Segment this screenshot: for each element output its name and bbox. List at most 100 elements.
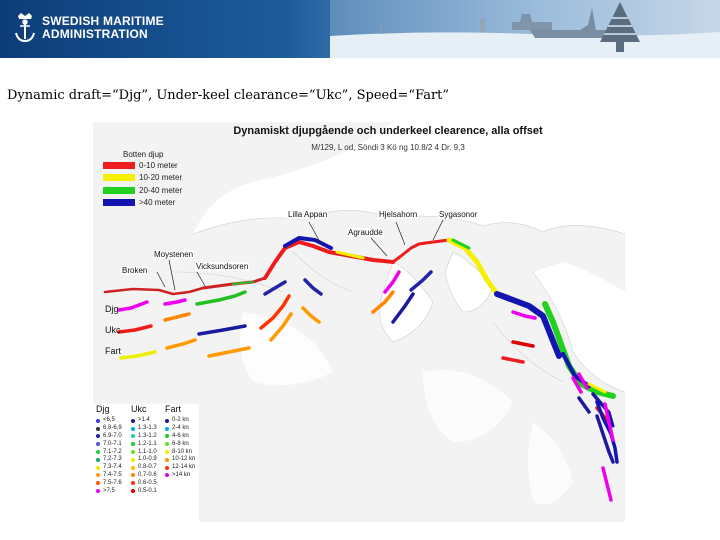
legend-column-ukc-title: Ukc	[131, 404, 147, 414]
legend-ukc-dot	[131, 426, 135, 431]
legend-ukc-item: 0.7-0.6	[131, 472, 157, 480]
depth-legend-item: 0-10 meter	[103, 159, 182, 172]
row-label-djg: Djg	[105, 304, 119, 314]
legend-djg-item: 6.9-7.0	[96, 433, 122, 441]
legend-fart-item: 12-14 kn	[165, 464, 195, 472]
legend-djg-item: <6,5	[96, 417, 122, 425]
legend-fart-dot	[165, 434, 169, 439]
legend-fart-label: 4-6 kn	[172, 432, 189, 439]
place-label-moystenen: Moystenen	[153, 250, 195, 259]
legend-column-ukc: Ukc >1.4 1.3-1.3 1.3-1.2 1.2-1.1 1.1-1.0 1.0-…	[131, 404, 157, 495]
legend-ukc-dot	[131, 489, 135, 494]
legend-djg-label: 7.2-7.3	[103, 456, 122, 463]
legend-fart-item: 4-6 kn	[165, 433, 195, 441]
depth-legend-title: Botten djup	[123, 150, 164, 159]
legend-ukc-dot	[131, 434, 135, 439]
depth-legend-label: 20-40 meter	[139, 185, 183, 195]
depth-legend-item: >40 meter	[103, 197, 182, 210]
legend-column-fart-title: Fart	[165, 404, 182, 414]
legend-ukc-item: 0.5-0.1	[131, 487, 157, 495]
legend-fart-item: 6-8 kn	[165, 440, 195, 448]
land-outlines	[172, 210, 625, 393]
legend-ukc-item: 1.3-1.3	[131, 425, 157, 433]
winter-harbor-illustration	[330, 0, 720, 58]
legend-ukc-dot	[131, 418, 135, 423]
legend-ukc-item: 1.2-1.1	[131, 440, 157, 448]
depth-legend-swatch	[103, 186, 135, 194]
legend-djg-dot	[96, 434, 100, 439]
legend-ukc-label: 1.3-1.3	[138, 425, 157, 432]
legend-ukc-dot	[131, 442, 135, 447]
legend-ukc-item: 0.8-0.7	[131, 464, 157, 472]
legend-ukc-dot	[131, 457, 135, 462]
legend-djg-item: >7,5	[96, 487, 122, 495]
header-banner: SWEDISH MARITIME ADMINISTRATION	[0, 0, 720, 58]
depth-legend-rows: 0-10 meter 10-20 meter 20-40 meter >40 mete…	[103, 159, 182, 209]
legend-djg-label: 7.0-7.1	[103, 440, 122, 447]
anchor-crown-icon	[15, 13, 35, 43]
legend-fart-label: 2-4 kn	[172, 425, 189, 432]
legend-fart-dot	[165, 418, 169, 423]
djg-tracks	[117, 270, 589, 390]
place-label-broken: Broken	[121, 266, 149, 275]
legend-ukc-label: 1.3-1.2	[138, 432, 157, 439]
legend-fart-dot	[165, 450, 169, 455]
place-label-agraudde: Agraudde	[347, 228, 384, 237]
legend-ukc-label: 0.7-0.6	[138, 471, 157, 478]
legend-ukc-label: 1.2-1.1	[138, 440, 157, 447]
legend-fart-label: 0-2 kn	[172, 417, 189, 424]
legend-djg-label: 7.3-7.4	[103, 464, 122, 471]
offset-color-legend: Djg <6,5 6.8-6,9 6.9-7.0 7.0-7.1 7.1-7.2 7.2-…	[93, 404, 199, 522]
slide-caption: Dynamic draft=“Djg”, Under-keel clearanc…	[7, 88, 450, 103]
legend-djg-item: 7.3-7.4	[96, 464, 122, 472]
legend-djg-label: 6.9-7.0	[103, 432, 122, 439]
legend-fart-label: 10-12 kn	[172, 456, 196, 463]
depth-legend-swatch	[103, 199, 135, 207]
legend-ukc-item: 1.3-1.2	[131, 433, 157, 441]
place-label-sygasonor: Sygasonor	[438, 210, 479, 219]
legend-djg-dot	[96, 473, 100, 478]
legend-djg-dot	[96, 481, 100, 486]
legend-fart-label: 8-10 kn	[172, 448, 193, 455]
legend-column-fart: Fart 0-2 kn 2-4 kn 4-6 kn 6-8 kn 8-10 kn 10-1…	[165, 404, 195, 479]
legend-fart-item: >14 kn	[165, 472, 195, 480]
legend-djg-dot	[96, 426, 100, 431]
organization-name-line-1: SWEDISH MARITIME	[42, 14, 164, 28]
legend-column-fart-items: 0-2 kn 2-4 kn 4-6 kn 6-8 kn 8-10 kn 10-12 kn 1…	[165, 417, 195, 479]
fairway-map: Dynamiskt djupgående och underkeel clear…	[93, 122, 625, 522]
legend-ukc-dot	[131, 473, 135, 478]
legend-ukc-label: 1.1-1.0	[138, 448, 157, 455]
legend-ukc-item: 1.0-0.9	[131, 456, 157, 464]
fairway-track	[103, 236, 616, 428]
row-label-ukc: Ukc	[105, 325, 121, 335]
depth-legend-label: >40 meter	[139, 198, 176, 208]
legend-djg-label: >7,5	[103, 487, 115, 494]
row-label-fart: Fart	[105, 346, 122, 356]
legend-djg-label: <6,5	[103, 417, 115, 424]
depth-legend-label: 10-20 meter	[139, 173, 183, 183]
depth-legend-item: 20-40 meter	[103, 184, 182, 197]
legend-ukc-item: 1.1-1.0	[131, 448, 157, 456]
place-label-hjelsahorn: Hjelsahorn	[378, 210, 419, 219]
legend-fart-dot	[165, 465, 169, 470]
legend-fart-item: 10-12 kn	[165, 456, 195, 464]
legend-ukc-item: 0.6-0.5	[131, 479, 157, 487]
legend-fart-label: 6-8 kn	[172, 440, 189, 447]
legend-column-ukc-items: >1.4 1.3-1.3 1.3-1.2 1.2-1.1 1.1-1.0 1.0-0.9 0…	[131, 417, 157, 495]
legend-djg-item: 7.4-7.5	[96, 472, 122, 480]
legend-djg-item: 7.2-7.3	[96, 456, 122, 464]
legend-ukc-label: 1.0-0.9	[138, 456, 157, 463]
legend-ukc-dot	[131, 465, 135, 470]
legend-djg-dot	[96, 442, 100, 447]
depth-legend: Botten djup 0-10 meter 10-20 meter 20-40 m…	[103, 150, 182, 209]
legend-fart-item: 0-2 kn	[165, 417, 195, 425]
south-offset-tracks	[571, 376, 619, 502]
legend-djg-label: 7.5-7.6	[103, 479, 122, 486]
map-title: Dynamiskt djupgående och underkeel clear…	[233, 125, 543, 137]
legend-fart-label: 12-14 kn	[172, 464, 196, 471]
legend-djg-item: 6.8-6,9	[96, 425, 122, 433]
place-label-lilla-appan: Lilla Appan	[287, 210, 329, 219]
legend-djg-item: 7.1-7.2	[96, 448, 122, 456]
legend-djg-dot	[96, 465, 100, 470]
place-label-vicksundsoren: Vicksundsoren	[195, 262, 250, 271]
